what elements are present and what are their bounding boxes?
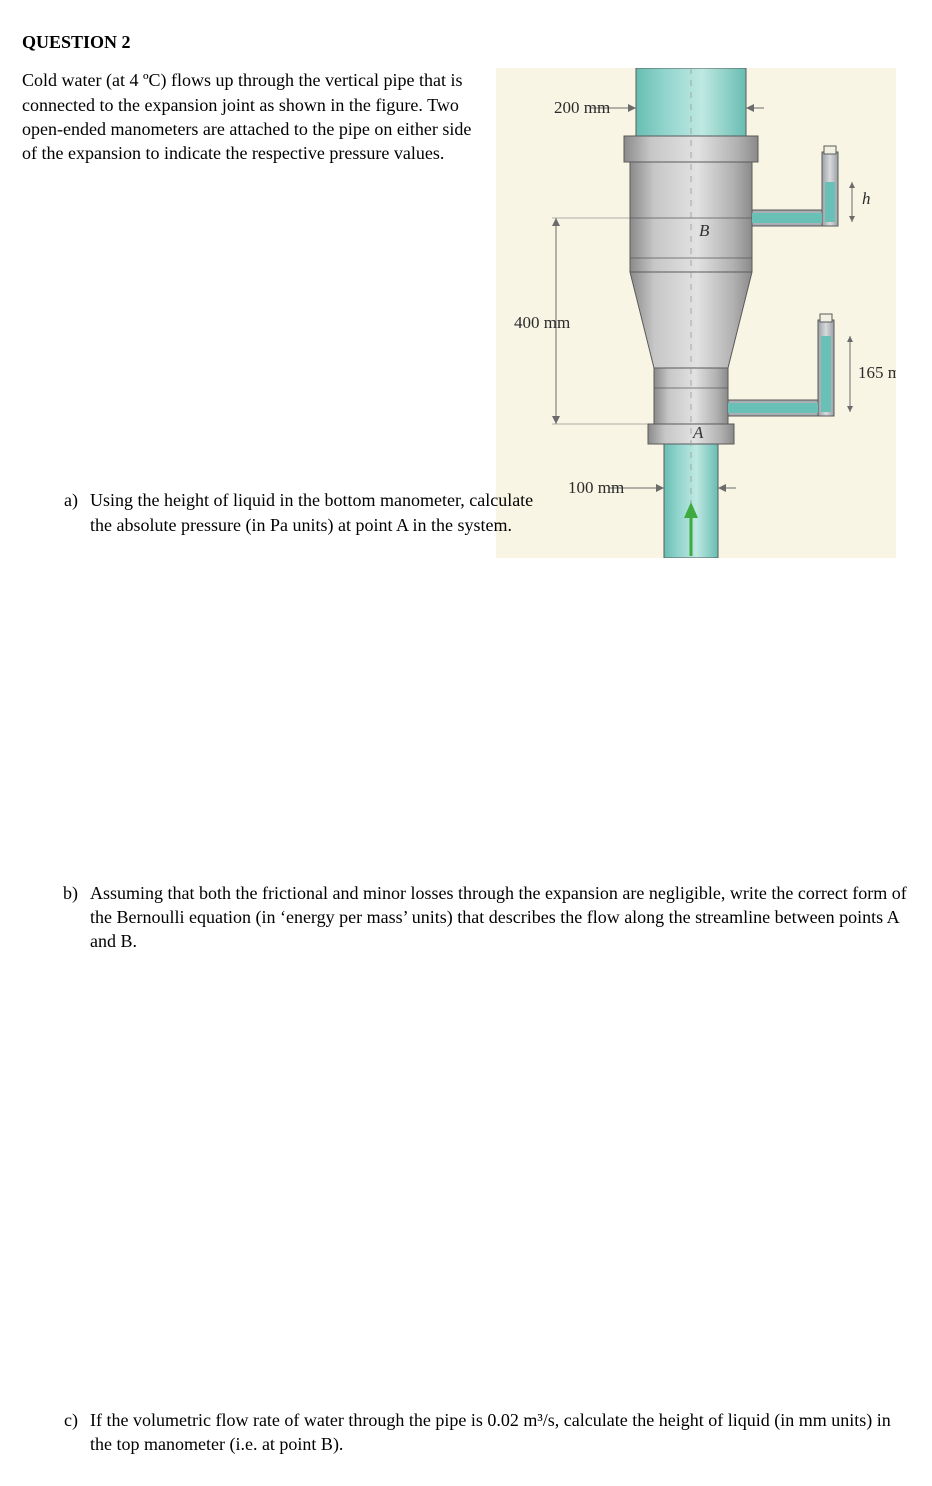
part-a: a) Using the height of liquid in the bot… xyxy=(56,488,536,537)
svg-text:h: h xyxy=(862,189,871,208)
figure: h 165 mm B A 200 mm 100 mm 400 mm xyxy=(496,68,896,558)
top-row: Cold water (at 4 ºC) flows up through th… xyxy=(22,68,910,558)
part-a-label: a) xyxy=(56,488,82,537)
svg-text:200 mm: 200 mm xyxy=(554,98,610,117)
part-b-label: b) xyxy=(56,881,82,954)
part-c: c) If the volumetric flow rate of water … xyxy=(56,1408,910,1457)
svg-text:B: B xyxy=(699,221,710,240)
part-c-text: If the volumetric flow rate of water thr… xyxy=(90,1408,910,1457)
blank-space-ab xyxy=(22,537,910,857)
svg-text:A: A xyxy=(692,423,704,442)
part-b: b) Assuming that both the frictional and… xyxy=(56,881,910,954)
part-b-text: Assuming that both the frictional and mi… xyxy=(90,881,910,954)
part-c-label: c) xyxy=(56,1408,82,1457)
svg-text:165 mm: 165 mm xyxy=(858,363,896,382)
part-a-text: Using the height of liquid in the bottom… xyxy=(90,488,536,537)
question-title: QUESTION 2 xyxy=(22,30,910,54)
svg-text:400 mm: 400 mm xyxy=(514,313,570,332)
blank-space-bc xyxy=(22,954,910,1384)
question-intro: Cold water (at 4 ºC) flows up through th… xyxy=(22,68,482,165)
svg-text:100 mm: 100 mm xyxy=(568,478,624,497)
